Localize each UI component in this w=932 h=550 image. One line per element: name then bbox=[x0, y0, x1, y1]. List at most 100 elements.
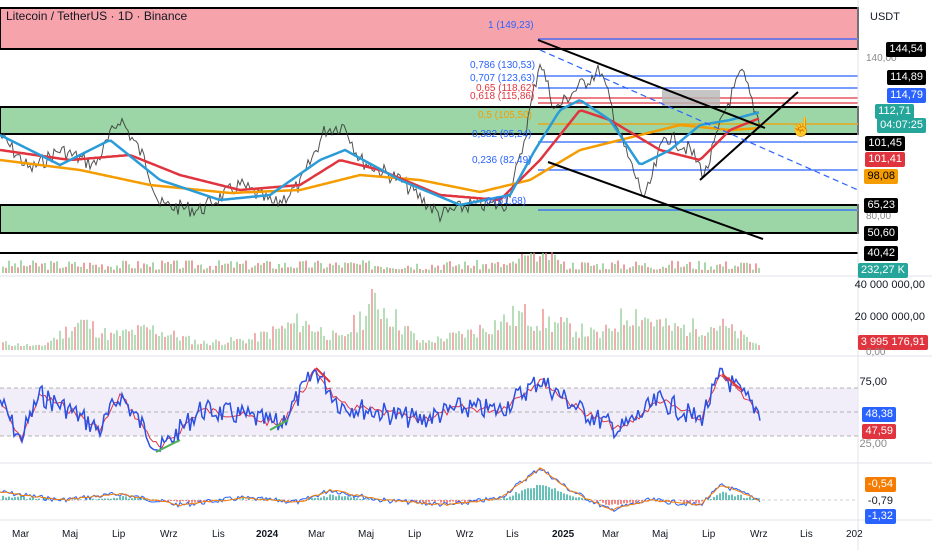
volume-oscillator-bar bbox=[614, 328, 616, 350]
volume-bar bbox=[179, 268, 181, 273]
macd-histogram-bar bbox=[368, 499, 370, 500]
volume-bar bbox=[236, 261, 238, 273]
volume-bar bbox=[320, 263, 322, 273]
volume-oscillator-bar bbox=[101, 333, 103, 350]
volume-oscillator-bar bbox=[608, 328, 610, 350]
volume-oscillator-bar bbox=[548, 316, 550, 350]
volume-oscillator-bar bbox=[635, 309, 637, 350]
volume-bar bbox=[476, 260, 478, 273]
volume-oscillator-bar bbox=[353, 314, 355, 350]
volume-oscillator-bar bbox=[212, 342, 214, 350]
volume-bar bbox=[605, 269, 607, 273]
volume-bar bbox=[530, 252, 532, 273]
vol-axis-20m: 20 000 000,00 bbox=[854, 311, 925, 323]
macd-line bbox=[0, 468, 761, 513]
volume-bar bbox=[425, 269, 427, 273]
volume-oscillator-bar bbox=[59, 330, 61, 350]
volume-oscillator-bar bbox=[116, 330, 118, 350]
volume-bar bbox=[545, 252, 547, 273]
volume-bar bbox=[401, 268, 403, 273]
volume-oscillator-bar bbox=[551, 331, 553, 350]
volume-bar bbox=[602, 263, 604, 273]
volume-bar bbox=[470, 268, 472, 273]
volume-oscillator-bar bbox=[410, 331, 412, 350]
volume-oscillator-bar bbox=[443, 341, 445, 350]
volume-oscillator-bar bbox=[182, 336, 184, 350]
chart-title[interactable]: Litecoin / TetherUS · 1D · Binance bbox=[6, 9, 188, 23]
volume-bar bbox=[548, 260, 550, 273]
volume-bar bbox=[95, 264, 97, 273]
volume-bar bbox=[716, 264, 718, 273]
volume-oscillator-bar bbox=[563, 321, 565, 350]
macd-histogram-bar bbox=[524, 489, 526, 500]
volume-bar bbox=[539, 256, 541, 273]
macd-histogram-bar bbox=[575, 497, 577, 500]
volume-bar bbox=[125, 260, 127, 273]
macd-histogram-bar bbox=[638, 500, 640, 502]
macd-histogram-bar bbox=[572, 496, 574, 500]
volume-oscillator-bar bbox=[686, 336, 688, 350]
volume-bar bbox=[635, 261, 637, 273]
volume-bar bbox=[365, 262, 367, 273]
macd-histogram-bar bbox=[428, 500, 430, 503]
volume-oscillator-bar bbox=[575, 331, 577, 350]
volume-oscillator-bar bbox=[80, 319, 82, 350]
macd-histogram-bar bbox=[461, 500, 463, 501]
macd-histogram-bar bbox=[533, 488, 535, 500]
volume-bar bbox=[122, 260, 124, 273]
macd-histogram-bar bbox=[308, 498, 310, 500]
volume-oscillator-bar bbox=[656, 319, 658, 350]
volume-bar bbox=[50, 261, 52, 273]
time-label: Maj bbox=[652, 529, 669, 540]
trendlines bbox=[537, 39, 799, 240]
volume-oscillator-bar bbox=[344, 336, 346, 350]
macd-histogram-bar bbox=[491, 500, 493, 501]
volume-oscillator-bar bbox=[107, 340, 109, 350]
volume-bar bbox=[146, 264, 148, 273]
volume-bar bbox=[83, 262, 85, 273]
volume-oscillator-bar bbox=[680, 328, 682, 350]
volume-bar bbox=[128, 264, 130, 273]
volume-bar bbox=[719, 264, 721, 273]
volume-bar bbox=[194, 268, 196, 273]
volume-oscillator-bar bbox=[92, 321, 94, 350]
macd-histogram-bar bbox=[536, 484, 538, 500]
macd-histogram-bar bbox=[170, 500, 172, 502]
macd-histogram-bar bbox=[203, 500, 205, 502]
volume-oscillator-bar bbox=[158, 335, 160, 350]
macd-histogram-bar bbox=[101, 498, 103, 500]
volume-oscillator-bar bbox=[572, 337, 574, 350]
macd-histogram-bar bbox=[329, 494, 331, 500]
volume-bar bbox=[23, 265, 25, 273]
volume-bar bbox=[557, 259, 559, 273]
time-label: Lip bbox=[112, 529, 126, 540]
volume-bar bbox=[218, 260, 220, 273]
volume-bar bbox=[251, 267, 253, 273]
volume-bar bbox=[47, 269, 49, 273]
volume-bar bbox=[674, 268, 676, 273]
currency-label[interactable]: USDT bbox=[870, 11, 900, 23]
volume-oscillator-bar bbox=[599, 338, 601, 350]
volume-bar bbox=[221, 265, 223, 273]
volume-oscillator-bar bbox=[377, 309, 379, 350]
macd-histogram-bar bbox=[104, 498, 106, 500]
macd-histogram-bar bbox=[191, 500, 193, 503]
time-label: Wrz bbox=[456, 529, 474, 540]
volume-oscillator-bar bbox=[452, 332, 454, 350]
macd-histogram-bar bbox=[701, 500, 703, 502]
volume-bar bbox=[260, 264, 262, 273]
volume-bar bbox=[137, 261, 139, 273]
macd-histogram-bar bbox=[338, 495, 340, 500]
macd-histogram-bar bbox=[80, 499, 82, 500]
volume-bar bbox=[608, 269, 610, 273]
macd-histogram-bar bbox=[14, 497, 16, 500]
macd-histogram-bar bbox=[674, 500, 676, 501]
macd-histogram-bar bbox=[476, 500, 478, 502]
volume-bar bbox=[491, 262, 493, 273]
volume-oscillator-bar bbox=[659, 319, 661, 350]
volume-bar bbox=[566, 269, 568, 273]
hand-pointer-icon: ☝ bbox=[790, 116, 812, 138]
volume-oscillator-bar bbox=[134, 334, 136, 350]
volume-oscillator-bar bbox=[86, 319, 88, 350]
